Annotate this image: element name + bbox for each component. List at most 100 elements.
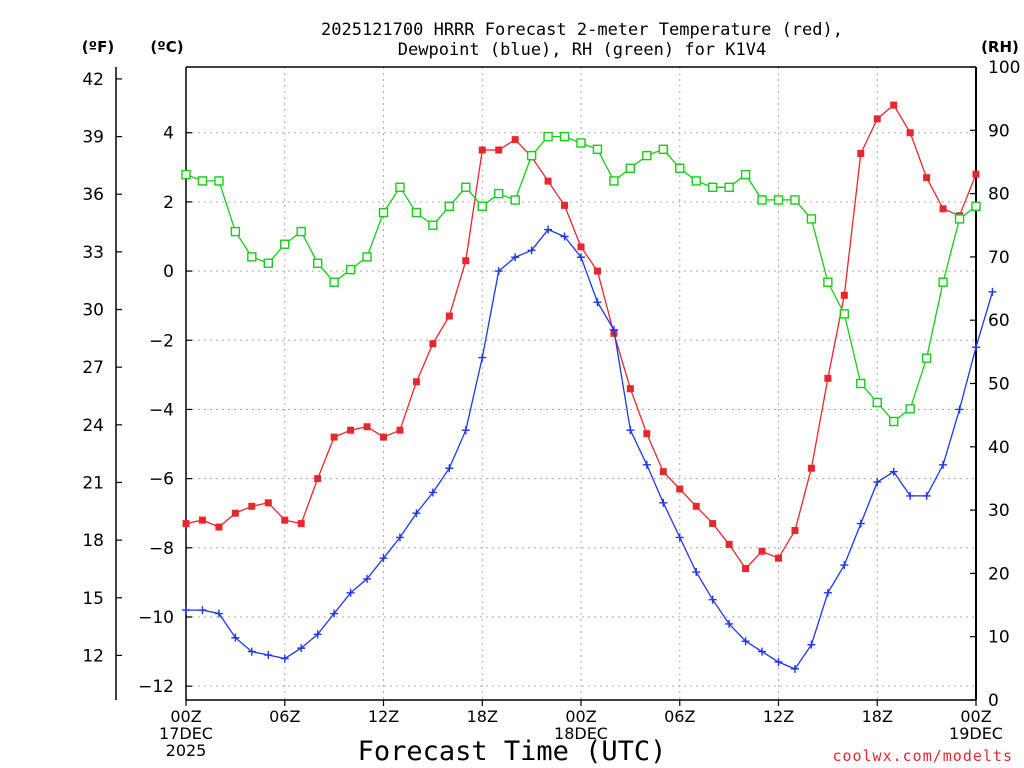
rh-point (642, 150, 652, 161)
x-tick-label: 06Z (269, 707, 300, 726)
dewpoint-point (379, 554, 388, 563)
rh-point (625, 163, 636, 173)
rh-point (724, 182, 734, 192)
rh-tick-label: 80 (988, 185, 1010, 205)
rh-point (494, 188, 504, 199)
temperature-point (725, 540, 733, 548)
rh-point (197, 176, 208, 186)
dewpoint-point (955, 405, 964, 414)
rh-tick-label: 100 (988, 58, 1020, 78)
rh-tick-label: 0 (988, 691, 999, 711)
fahrenheit-tick-label: 15 (82, 589, 104, 609)
temperature-point (742, 565, 750, 573)
rh-point (773, 195, 784, 205)
temperature-series (182, 101, 980, 573)
rh-point (280, 239, 290, 249)
temperature-point (577, 243, 585, 251)
temperature-point (412, 378, 420, 386)
dewpoint-point (330, 609, 339, 618)
dewpoint-point (560, 232, 569, 241)
rh-point (329, 277, 339, 287)
temperature-point (692, 502, 700, 510)
dewpoint-point (346, 588, 355, 597)
dewpoint-point (494, 267, 503, 276)
rh-point (510, 195, 520, 205)
temperature-point (445, 312, 453, 320)
dewpoint-point (198, 606, 207, 615)
dewpoint-point (182, 606, 190, 615)
rh-point (889, 416, 899, 427)
dewpoint-point (708, 595, 717, 604)
rh-tick-label: 60 (988, 311, 1010, 331)
temperature-point (676, 485, 684, 493)
rh-point (230, 226, 241, 237)
temperature-point (758, 547, 766, 555)
rh-point (790, 195, 800, 205)
dewpoint-point (840, 561, 849, 570)
dewpoint-point (856, 519, 865, 528)
dewpoint-point (544, 225, 553, 234)
fahrenheit-tick-label: 18 (82, 531, 104, 551)
dewpoint-point (363, 574, 372, 583)
celsius-tick-label: −4 (149, 400, 174, 420)
x-tick-label: 17DEC (159, 724, 213, 743)
fahrenheit-tick-label: 21 (82, 473, 104, 493)
rh-point (592, 144, 603, 154)
rh-point (444, 201, 455, 211)
rh-point (921, 353, 932, 363)
temperature-point (890, 101, 898, 109)
dewpoint-point (972, 343, 980, 352)
dewpoint-point (445, 464, 454, 473)
temperature-point (215, 523, 223, 531)
rh-series (181, 131, 981, 427)
rh-point (658, 144, 668, 154)
temperature-point (198, 516, 206, 524)
rh-point (839, 309, 850, 319)
rh-unit-label: (RH) (981, 38, 1019, 56)
dewpoint-point (790, 664, 799, 673)
celsius-tick-label: 0 (163, 262, 174, 282)
fahrenheit-tick-label: 39 (82, 128, 104, 148)
rh-tick-label: 90 (988, 121, 1010, 141)
fahrenheit-tick-label: 12 (82, 646, 104, 666)
dewpoint-point (593, 298, 602, 307)
temperature-point (626, 385, 634, 393)
dewpoint-point (297, 644, 306, 653)
temperature-point (923, 174, 931, 182)
fahrenheit-tick-label: 36 (82, 185, 104, 205)
dewpoint-point (609, 325, 618, 334)
rh-point (247, 252, 257, 262)
rh-point (576, 138, 586, 148)
rh-point (905, 404, 915, 414)
x-tick-label: 18DEC (554, 724, 608, 743)
dewpoint-point (807, 640, 816, 649)
temperature-point (593, 267, 601, 275)
rh-point (609, 176, 619, 186)
dewpoint-point (511, 253, 520, 262)
x-tick-label: 00Z (960, 707, 991, 726)
dewpoint-point (264, 651, 273, 660)
rh-point (872, 397, 882, 408)
rh-point (461, 182, 471, 192)
temperature-point (972, 170, 980, 178)
celsius-tick-label: −2 (149, 331, 174, 351)
rh-point (806, 214, 817, 224)
fahrenheit-tick-label: 42 (82, 70, 104, 90)
temperature-point (939, 205, 947, 213)
temperature-point (857, 149, 865, 157)
x-tick-label: 18Z (467, 707, 498, 726)
temperature-point (807, 464, 815, 472)
dewpoint-point (247, 647, 256, 656)
rh-point (691, 176, 701, 186)
celsius-tick-label: −10 (138, 608, 174, 628)
celsius-tick-label: −8 (149, 539, 174, 559)
temperature-point (314, 475, 322, 483)
dewpoint-point (395, 533, 404, 542)
rh-point (362, 252, 372, 262)
dewpoint-point (642, 460, 651, 469)
x-tick-label: 06Z (664, 707, 695, 726)
x-tick-label: 12Z (763, 707, 794, 726)
temperature-point (478, 146, 486, 154)
temperature-point (495, 146, 503, 154)
celsius-unit-label: (ºC) (150, 38, 183, 56)
